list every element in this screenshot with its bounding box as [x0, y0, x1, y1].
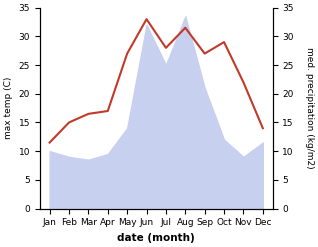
Y-axis label: max temp (C): max temp (C) — [4, 77, 13, 139]
X-axis label: date (month): date (month) — [117, 233, 195, 243]
Y-axis label: med. precipitation (kg/m2): med. precipitation (kg/m2) — [305, 47, 314, 169]
